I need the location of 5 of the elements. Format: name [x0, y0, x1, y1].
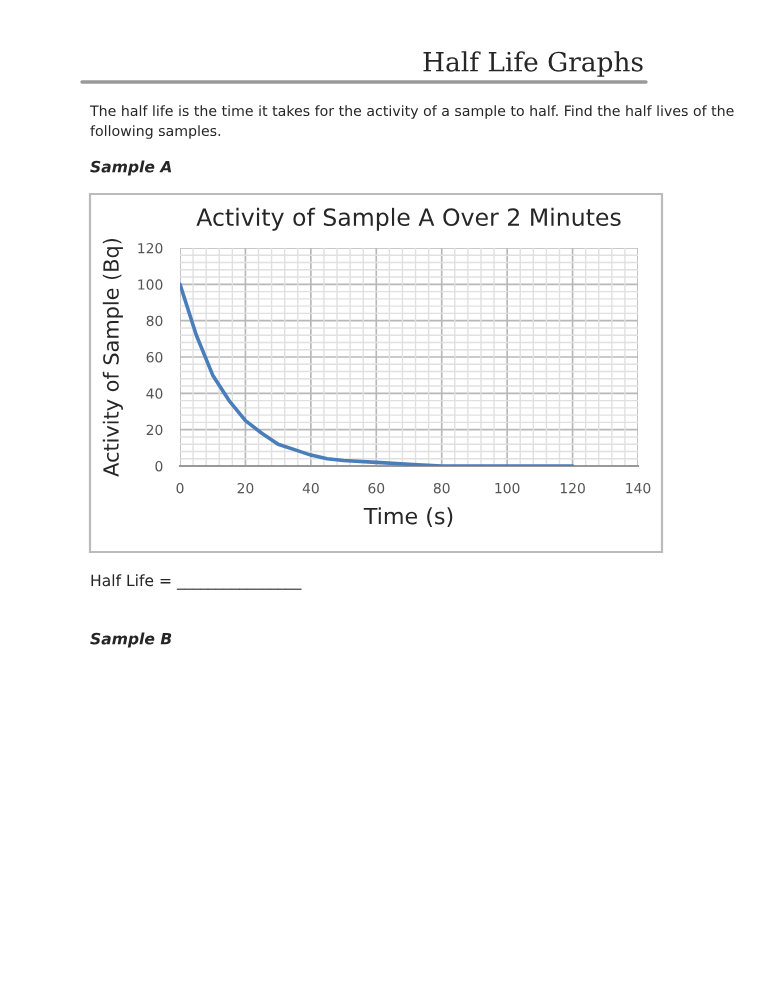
y-axis-title: Activity of Sample (Bq)	[102, 238, 123, 477]
chart-title: Activity of Sample A Over 2 Minutes	[196, 207, 621, 231]
x-axis-title: Time (s)	[363, 507, 453, 528]
line-series	[180, 282, 575, 466]
text: Half Life Graphs	[423, 51, 643, 77]
